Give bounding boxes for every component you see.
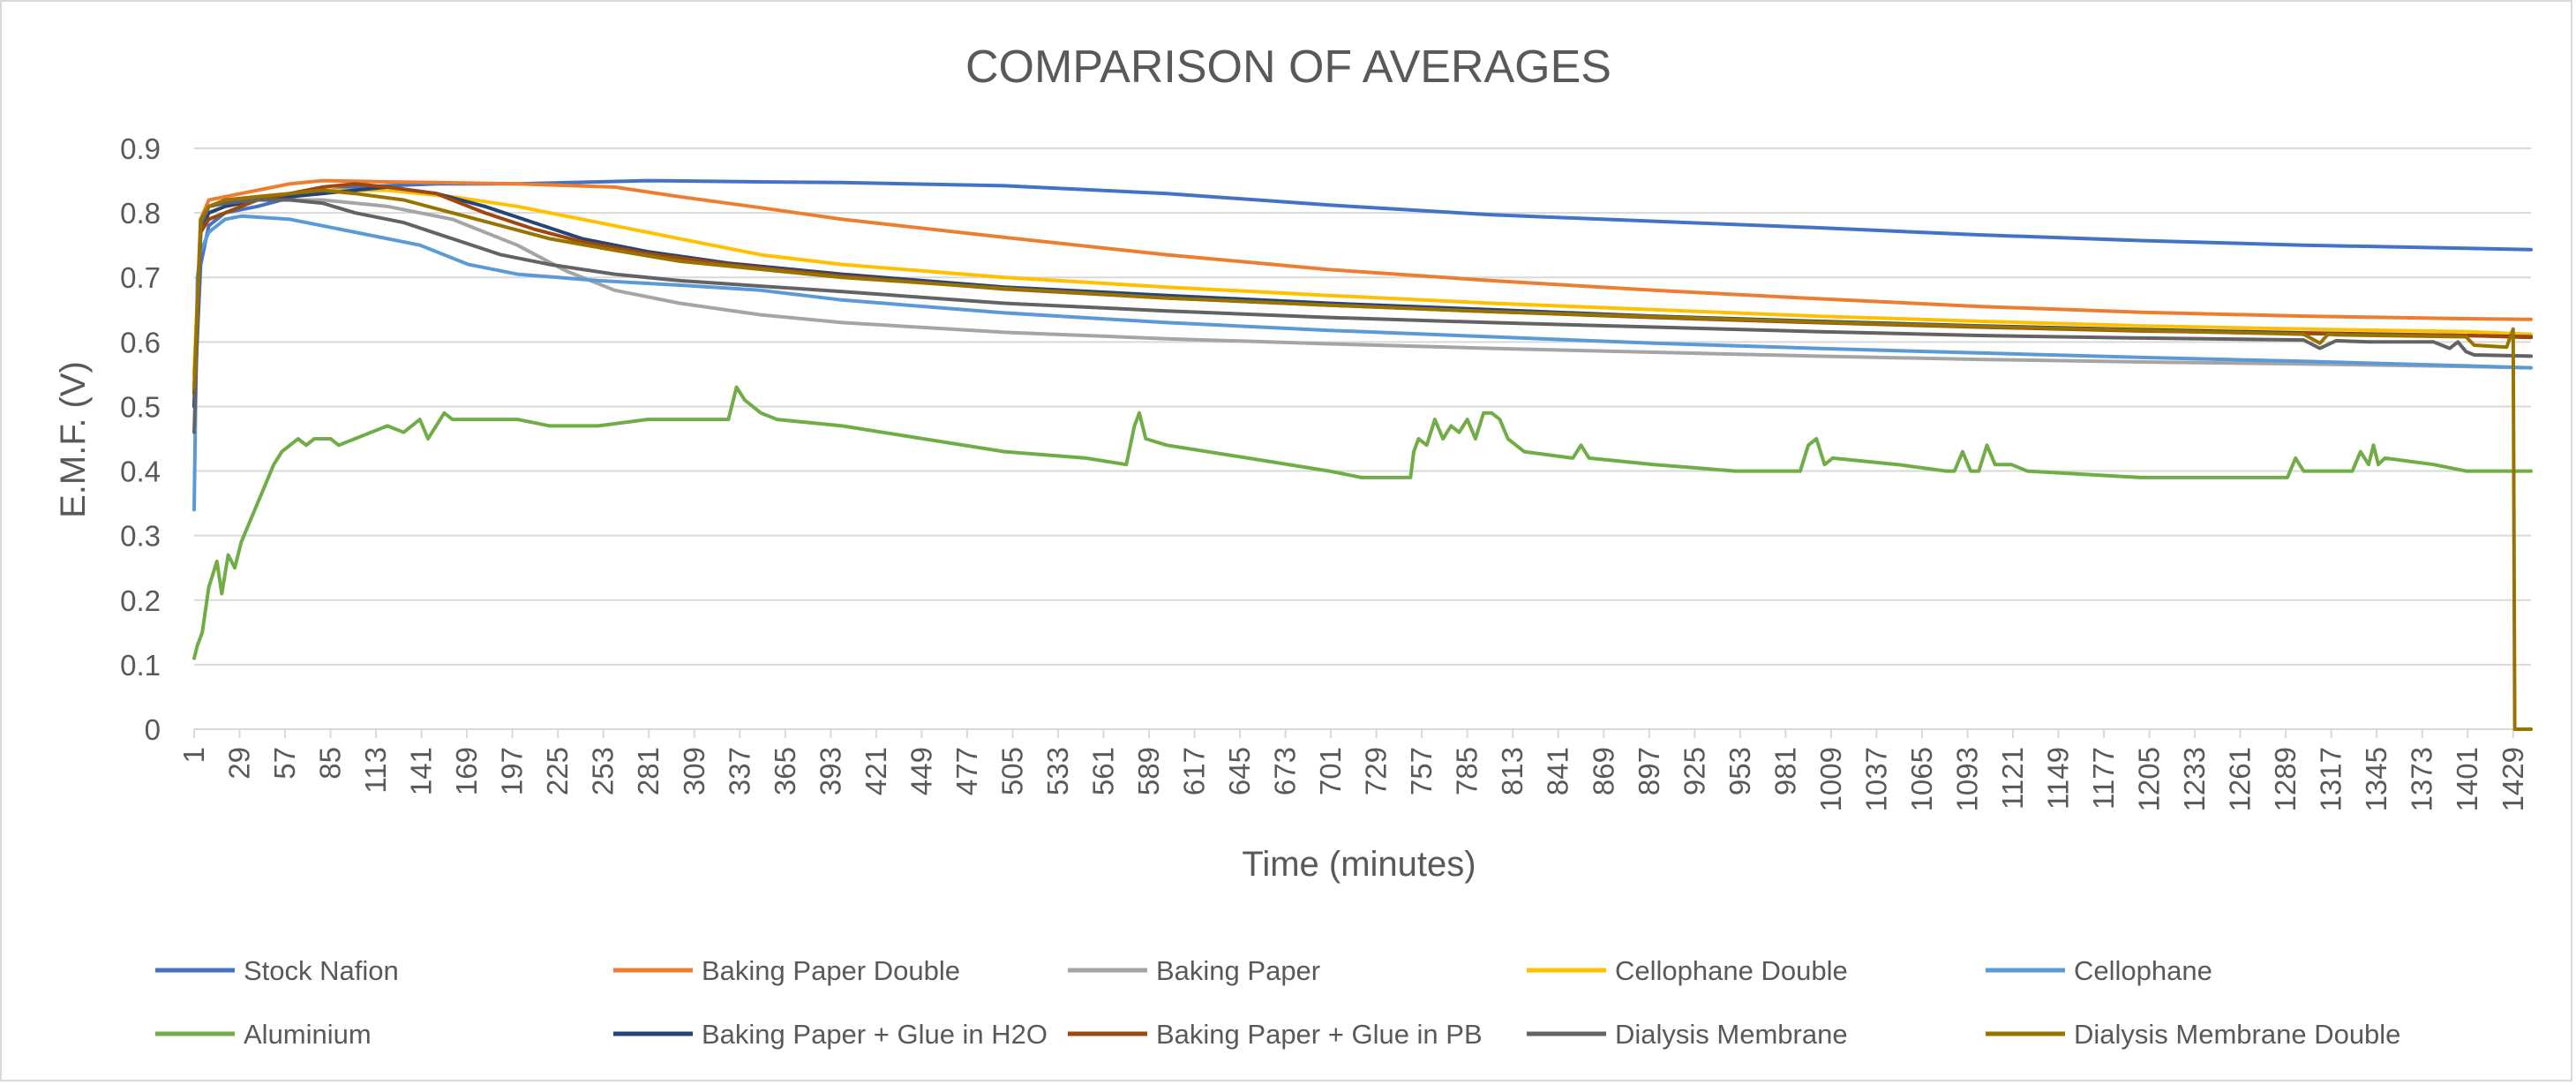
x-tick-label: 393 bbox=[814, 747, 846, 795]
x-tick-label: 477 bbox=[950, 747, 983, 795]
series-line-stock-nafion bbox=[192, 178, 2533, 409]
x-tick-label: 57 bbox=[268, 747, 301, 780]
x-tick-label: 533 bbox=[1041, 747, 1074, 795]
x-tick-label: 1149 bbox=[2042, 747, 2075, 810]
y-tick-label: 0 bbox=[145, 713, 161, 746]
legend-label-baking-paper: Baking Paper bbox=[1156, 955, 1320, 986]
x-tick-label: 505 bbox=[995, 747, 1028, 795]
x-tick-label: 1261 bbox=[2224, 747, 2257, 811]
series-line-dialysis-membrane bbox=[192, 198, 2533, 434]
x-tick-label: 253 bbox=[587, 747, 620, 795]
x-tick-label: 365 bbox=[769, 747, 801, 795]
legend-label-dialysis-membrane-double: Dialysis Membrane Double bbox=[2074, 1019, 2400, 1050]
x-tick-label: 281 bbox=[632, 747, 665, 795]
x-tick-label: 1065 bbox=[1905, 747, 1938, 811]
y-tick-label: 0.5 bbox=[120, 390, 161, 423]
chart-title: COMPARISON OF AVERAGES bbox=[965, 41, 1611, 93]
x-tick-label: 169 bbox=[450, 747, 483, 795]
x-tick-label: 729 bbox=[1360, 747, 1393, 795]
x-tick-label: 1429 bbox=[2497, 747, 2529, 811]
series-line-dialysis-membrane-double bbox=[192, 188, 2533, 731]
x-tick-label: 841 bbox=[1542, 747, 1574, 795]
x-tick-label: 1345 bbox=[2360, 747, 2392, 811]
x-tick-label: 953 bbox=[1724, 747, 1756, 795]
x-tick-label: 1037 bbox=[1859, 747, 1892, 811]
x-tick-label: 701 bbox=[1314, 747, 1347, 795]
series-lines bbox=[192, 178, 2533, 731]
x-tick-label: 1289 bbox=[2269, 747, 2302, 811]
series-line-cellophane bbox=[192, 214, 2533, 512]
x-tick-label: 561 bbox=[1086, 747, 1119, 795]
y-tick-label: 0.3 bbox=[120, 520, 161, 553]
x-tick-label: 589 bbox=[1132, 747, 1165, 795]
x-tick-label: 1233 bbox=[2178, 747, 2211, 811]
legend-label-cellophane-double: Cellophane Double bbox=[1615, 955, 1848, 986]
x-tick-label: 925 bbox=[1678, 747, 1710, 795]
legend-label-baking-paper-glue-in-h2o: Baking Paper + Glue in H2O bbox=[702, 1019, 1048, 1050]
x-tick-label: 337 bbox=[723, 747, 755, 795]
x-tick-label: 897 bbox=[1633, 747, 1665, 795]
series-line-aluminium bbox=[192, 385, 2533, 660]
y-tick-label: 0.4 bbox=[120, 456, 161, 488]
series-line-cellophane-double bbox=[192, 188, 2533, 376]
x-axis-ticks: 1 29 57 85 113 141 169 197 225 253 281 309 337 365 393… bbox=[177, 729, 2529, 811]
x-tick-label: 1317 bbox=[2315, 747, 2347, 811]
legend-label-aluminium: Aluminium bbox=[244, 1019, 372, 1050]
x-tick-label: 1177 bbox=[2087, 747, 2120, 810]
y-tick-label: 0.9 bbox=[120, 132, 161, 165]
legend-label-dialysis-membrane: Dialysis Membrane bbox=[1615, 1019, 1848, 1050]
x-tick-label: 141 bbox=[405, 747, 438, 795]
legend-label-stock-nafion: Stock Nafion bbox=[244, 955, 399, 986]
legend: Stock Nafion Baking Paper Double Baking Pa… bbox=[155, 955, 2400, 1050]
series-line-baking-paper-double bbox=[192, 178, 2533, 376]
y-tick-label: 0.6 bbox=[120, 326, 161, 358]
x-tick-label: 757 bbox=[1405, 747, 1438, 795]
x-tick-label: 1205 bbox=[2133, 747, 2166, 811]
x-tick-label: 29 bbox=[223, 747, 256, 780]
x-tick-label: 645 bbox=[1223, 747, 1256, 795]
gridlines bbox=[194, 147, 2531, 666]
y-tick-label: 0.1 bbox=[120, 649, 161, 682]
y-tick-label: 0.7 bbox=[120, 261, 161, 294]
x-tick-label: 197 bbox=[496, 747, 529, 795]
y-tick-label: 0.8 bbox=[120, 197, 161, 230]
x-tick-label: 1121 bbox=[1996, 747, 2029, 810]
legend-label-baking-paper-glue-in-pb: Baking Paper + Glue in PB bbox=[1156, 1019, 1483, 1050]
x-axis-title: Time (minutes) bbox=[1242, 845, 1476, 884]
y-axis-ticks: 0 0.1 0.2 0.3 0.4 0.5 0.6 0.7 0.8 0.9 bbox=[120, 132, 161, 746]
x-tick-label: 421 bbox=[860, 747, 892, 795]
x-tick-label: 1093 bbox=[1950, 747, 1983, 811]
legend-label-cellophane: Cellophane bbox=[2074, 955, 2212, 986]
legend-label-baking-paper-double: Baking Paper Double bbox=[702, 955, 960, 986]
x-tick-label: 869 bbox=[1587, 747, 1619, 795]
x-tick-label: 85 bbox=[314, 747, 347, 780]
x-tick-label: 617 bbox=[1178, 747, 1211, 795]
x-tick-label: 1373 bbox=[2406, 747, 2438, 811]
x-tick-label: 813 bbox=[1496, 747, 1528, 795]
x-tick-label: 225 bbox=[541, 747, 574, 795]
y-axis-title: E.M.F. (V) bbox=[54, 361, 93, 518]
x-tick-label: 785 bbox=[1451, 747, 1483, 795]
x-tick-label: 449 bbox=[905, 747, 937, 795]
x-tick-label: 1009 bbox=[1814, 747, 1847, 811]
x-tick-label: 1401 bbox=[2451, 747, 2483, 811]
y-tick-label: 0.2 bbox=[120, 584, 161, 617]
x-tick-label: 309 bbox=[678, 747, 710, 795]
x-tick-label: 673 bbox=[1269, 747, 1302, 795]
x-tick-label: 113 bbox=[359, 747, 392, 794]
x-tick-label: 1 bbox=[177, 747, 210, 763]
x-tick-label: 981 bbox=[1769, 747, 1801, 795]
